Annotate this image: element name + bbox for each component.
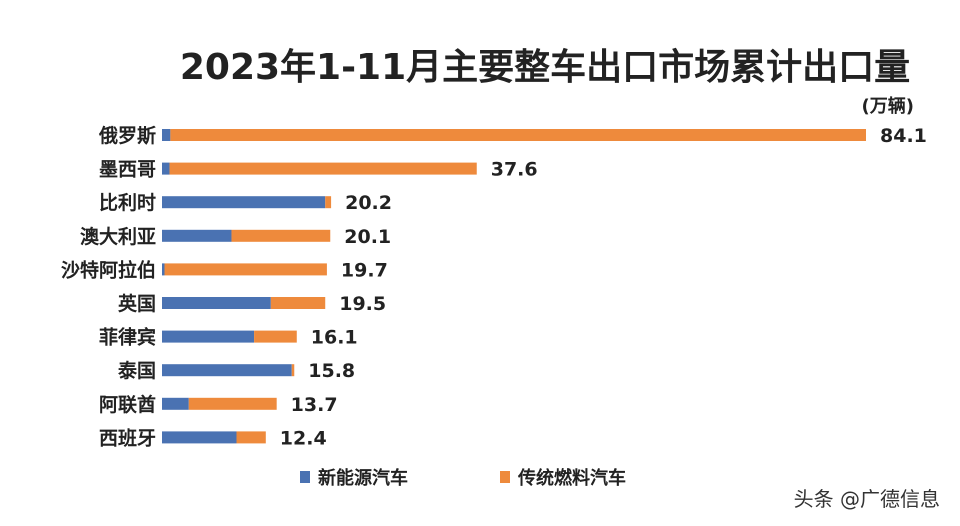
- data-label: 12.4: [280, 427, 327, 449]
- data-label: 16.1: [311, 327, 358, 349]
- chart-title: 2023年1-11月主要整车出口市场累计出口量: [179, 47, 911, 88]
- category-label: 澳大利亚: [80, 225, 156, 248]
- bar-segment-ice: [270, 297, 326, 309]
- data-label: 19.5: [339, 293, 386, 315]
- bar-segment-ice: [164, 263, 327, 276]
- bar-segment-ice: [231, 229, 331, 242]
- legend-label: 传统燃料汽车: [517, 467, 626, 489]
- category-label: 俄罗斯: [98, 124, 156, 147]
- data-label: 37.6: [491, 159, 538, 181]
- data-label: 20.1: [344, 226, 391, 248]
- bar-segment-nev: [162, 129, 171, 141]
- bar-segment-nev: [162, 330, 255, 343]
- watermark: 头条 @广德信息: [793, 487, 940, 511]
- bar-segment-nev: [162, 297, 271, 309]
- bar-segment-ice: [236, 431, 266, 444]
- data-label: 84.1: [880, 125, 927, 147]
- bar-segment-ice: [291, 364, 295, 377]
- legend-swatch: [500, 471, 510, 483]
- bar-segment-ice: [170, 129, 867, 141]
- bar-segment-nev: [162, 364, 292, 377]
- bar-segment-ice: [325, 196, 332, 209]
- data-label: 13.7: [291, 394, 338, 416]
- category-label: 菲律宾: [99, 326, 156, 349]
- unit-label: (万辆): [861, 96, 914, 117]
- bar-segment-nev: [162, 196, 326, 209]
- legend-swatch: [300, 471, 310, 483]
- data-label: 20.2: [345, 192, 392, 214]
- bar-segment-ice: [254, 330, 297, 343]
- bar-segment-ice: [169, 162, 477, 175]
- data-label: 15.8: [308, 360, 355, 382]
- category-label: 阿联酋: [99, 393, 156, 416]
- category-label: 墨西哥: [99, 159, 156, 181]
- bar-segment-nev: [162, 431, 237, 444]
- category-label: 西班牙: [99, 426, 156, 449]
- category-label: 比利时: [99, 192, 156, 214]
- bar-segment-nev: [162, 263, 165, 276]
- bar-segment-ice: [188, 397, 277, 410]
- category-label: 英国: [118, 292, 156, 315]
- legend-label: 新能源汽车: [318, 467, 408, 489]
- category-label: 泰国: [117, 359, 156, 382]
- bar-segment-nev: [162, 229, 232, 242]
- category-label: 沙特阿拉伯: [61, 258, 156, 281]
- bar-segment-nev: [162, 162, 170, 175]
- bar-segment-nev: [162, 397, 189, 410]
- data-label: 19.7: [341, 259, 388, 281]
